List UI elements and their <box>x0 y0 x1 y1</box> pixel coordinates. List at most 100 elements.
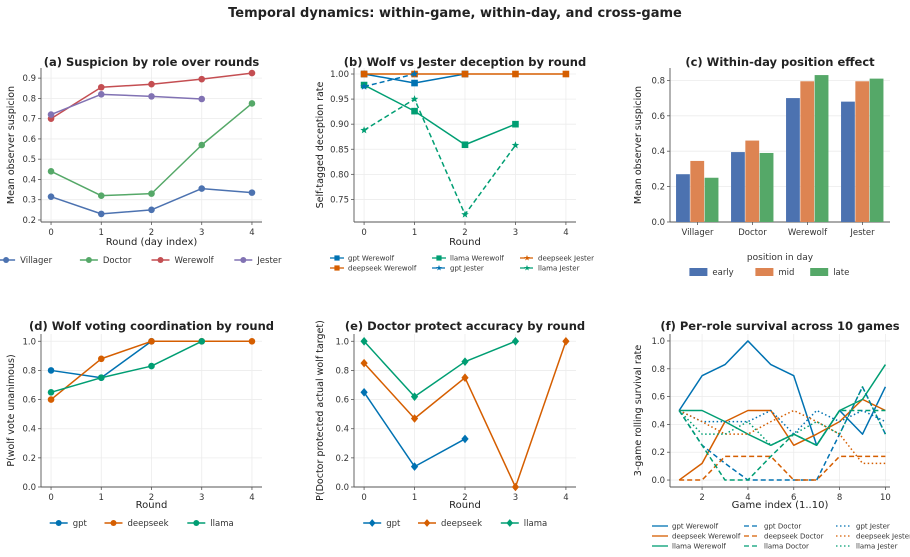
data-point <box>360 70 368 78</box>
y-tick-label: 0.6 <box>335 396 349 406</box>
y-tick-label: 0.0 <box>651 218 665 228</box>
data-point <box>410 462 419 471</box>
data-point <box>198 185 206 192</box>
series-line <box>363 84 516 146</box>
bar <box>690 160 705 222</box>
y-axis-label: Self-tagged deception rate <box>315 81 326 208</box>
series-line <box>363 98 517 216</box>
legend-marker <box>368 519 376 527</box>
data-point <box>198 95 206 103</box>
y-tick-label: 0.90 <box>330 120 349 130</box>
y-tick-label: 0.6 <box>22 135 36 145</box>
data-point <box>360 82 368 90</box>
legend-marker <box>240 257 247 263</box>
x-tick-label: 1 <box>412 493 417 503</box>
data-point <box>360 387 368 397</box>
y-axis-label: 3-game rolling survival rate <box>633 345 644 477</box>
bar <box>786 98 800 222</box>
panel-c: 0.0 0.2 0.4 0.6 0.8 Villager Doctor Werewolf Jes… <box>633 55 890 278</box>
y-axis-label: Mean observer suspicion <box>633 86 644 204</box>
legend-marker <box>3 257 10 263</box>
x-tick-label: 2 <box>149 228 154 238</box>
series-line <box>363 340 516 398</box>
legend-label: deepseek Jester <box>538 255 594 263</box>
y-tick-label: 0.8 <box>335 366 349 376</box>
data-point <box>248 100 256 107</box>
series-line <box>679 455 886 481</box>
legend-label: llama Jester <box>856 543 898 551</box>
data-point <box>410 392 419 401</box>
data-point <box>148 190 155 197</box>
bar <box>869 78 884 222</box>
legend-label: Doctor <box>103 256 132 266</box>
y-tick-label: 0.2 <box>22 454 36 464</box>
legend-swatch <box>689 268 708 276</box>
legend-label: gpt Jester <box>450 265 484 273</box>
data-point <box>511 336 520 346</box>
legend-marker <box>524 254 530 261</box>
x-tick-label: 6 <box>791 493 796 503</box>
legend-marker <box>506 519 514 527</box>
y-tick-label: 0.8 <box>651 76 665 86</box>
legend-swatch <box>810 268 829 276</box>
x-tick-label: 0 <box>48 228 53 238</box>
x-tick-label: Villager <box>681 228 714 238</box>
legend-label: Villager <box>20 256 53 266</box>
y-tick-label: 0.6 <box>651 112 665 122</box>
panel-d: 0.0 0.2 0.4 0.6 0.8 1.0 0 1 2 3 4 (d) Wolf voting c… <box>6 319 274 529</box>
legend-label: llama Jester <box>538 265 580 273</box>
y-tick-label: 1.0 <box>651 337 665 347</box>
x-tick-label: 10 <box>880 493 891 503</box>
x-tick-label: 0 <box>48 493 53 503</box>
y-tick-label: 0.4 <box>651 420 665 430</box>
legend-title: position in day <box>747 253 814 263</box>
y-tick-label: 0.6 <box>22 396 36 406</box>
data-point <box>148 337 155 345</box>
data-point <box>97 374 105 382</box>
legend-label: gpt <box>73 519 88 529</box>
legend-label: llama Werewolf <box>672 543 726 551</box>
x-tick-label: 4 <box>249 493 254 503</box>
legend-label: llama Werewolf <box>450 255 504 263</box>
data-point <box>47 396 55 403</box>
legend-swatch <box>755 268 774 276</box>
series-line <box>679 364 887 447</box>
series-line <box>678 409 886 465</box>
data-point <box>411 79 418 87</box>
data-point <box>461 357 469 366</box>
x-tick-label: 3 <box>513 493 518 503</box>
bar <box>676 174 690 222</box>
x-tick-label: 8 <box>837 493 842 503</box>
data-point <box>97 355 105 363</box>
bar <box>841 101 855 222</box>
x-tick-label: Jester <box>849 228 875 238</box>
figure-suptitle: Temporal dynamics: within-game, within-d… <box>228 6 682 21</box>
series-line <box>50 340 203 394</box>
data-point <box>97 210 105 218</box>
y-tick-label: 0.80 <box>330 170 349 180</box>
y-tick-label: 0.6 <box>651 393 665 403</box>
data-point <box>360 126 368 134</box>
data-point <box>248 337 256 345</box>
bar <box>814 75 829 222</box>
data-point <box>47 193 55 200</box>
y-tick-label: 0.75 <box>330 195 349 205</box>
data-point <box>248 189 256 196</box>
y-tick-label: 0.9 <box>22 74 36 84</box>
data-point <box>97 91 105 98</box>
x-axis-label: Game index (1..10) <box>732 500 829 511</box>
bar <box>800 81 815 222</box>
y-axis-label: Mean observer suspicion <box>6 86 17 204</box>
legend-marker <box>110 520 117 526</box>
y-tick-label: 0.4 <box>22 175 36 185</box>
panel-title: (a) Suspicion by role over rounds <box>44 55 260 69</box>
panel-title: (f) Per-role survival across 10 games <box>660 319 899 333</box>
x-tick-label: Werewolf <box>788 228 828 238</box>
legend-label: Jester <box>256 256 282 266</box>
legend-label: gpt Doctor <box>764 523 801 531</box>
y-tick-label: 0.95 <box>330 95 349 105</box>
x-tick-label: 4 <box>249 228 254 238</box>
y-tick-label: 0.3 <box>22 196 36 206</box>
legend-label: late <box>833 268 849 278</box>
